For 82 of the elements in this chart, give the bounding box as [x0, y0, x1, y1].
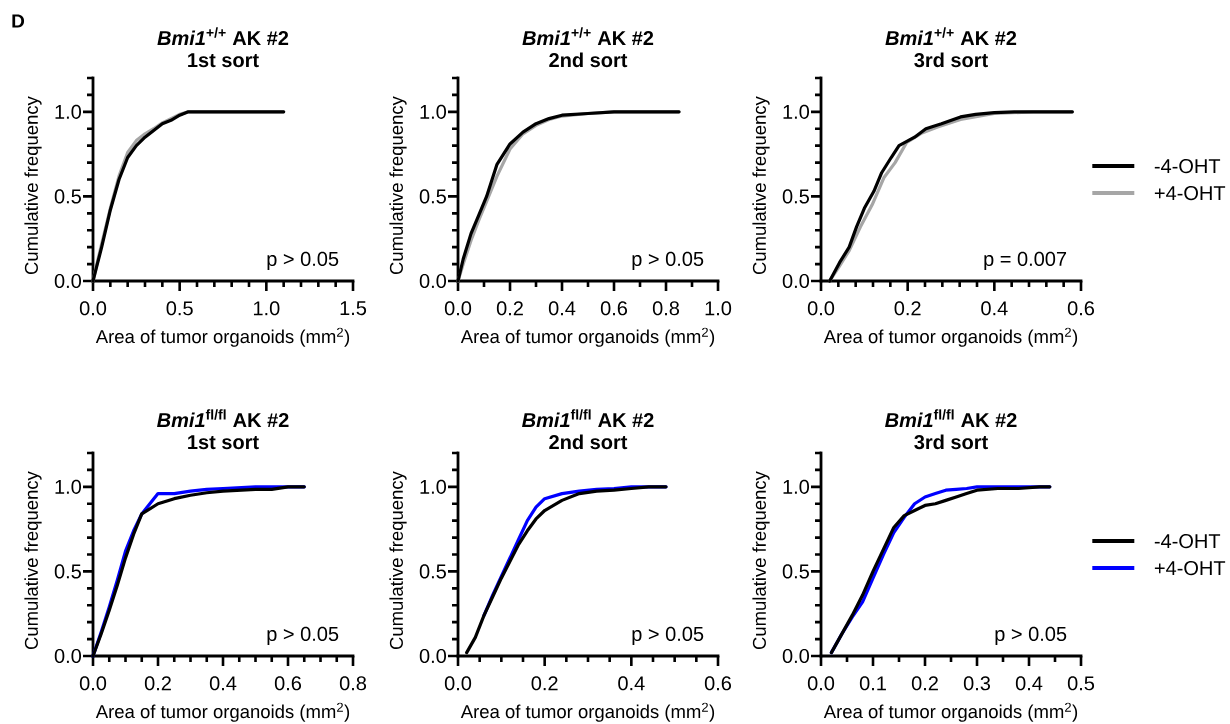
- y-tick-label: 0.5: [419, 189, 446, 204]
- y-tick-label: 1.0: [420, 479, 447, 494]
- x-tick-label: 0.0: [444, 676, 472, 691]
- chart-subtitle: 2nd sort: [549, 434, 628, 450]
- text: D: [12, 14, 25, 28]
- legend-label: +4-OHT: [1154, 561, 1226, 576]
- y-axis-title: Cumulative frequency: [752, 471, 770, 650]
- x-tick-label: 0.2: [531, 676, 558, 691]
- x-axis-title: Area of tumor organoids (mm$^{2}$): [823, 702, 1078, 722]
- x-tick-label: 0.4: [981, 301, 1008, 316]
- y-tick-label: 0.5: [782, 189, 809, 204]
- annotation: p > 0.05: [267, 626, 339, 645]
- x-tick-label: 0.1: [859, 676, 886, 691]
- y-axis-title: Cumulative frequency: [24, 471, 42, 650]
- x-tick-label: 0.0: [807, 676, 835, 691]
- x-tick-label: 0.2: [496, 301, 523, 316]
- x-tick-label: 0.2: [894, 301, 921, 316]
- annotation: p > 0.05: [632, 626, 704, 645]
- x-tick-label: 0.2: [911, 676, 938, 691]
- chart-title: Bmi1$^{+/+}$ AK #2: [522, 27, 654, 45]
- y-tick-label: 0.5: [54, 564, 81, 579]
- chart-subtitle: 3rd sort: [914, 52, 988, 68]
- chart-subtitle: 1st sort: [188, 435, 259, 450]
- y-axis-title: Cumulative frequency: [752, 96, 770, 275]
- x-tick-label: 0.4: [548, 301, 576, 316]
- x-tick-label: 0.6: [1067, 301, 1095, 316]
- annotation: p > 0.05: [632, 251, 704, 270]
- x-tick-label: 0.6: [274, 676, 302, 691]
- legend-label: -4-OHT: [1154, 159, 1221, 174]
- y-tick-label: 1.0: [783, 479, 810, 494]
- x-axis-title: Area of tumor organoids (mm$^{2}$): [460, 327, 715, 347]
- chart-title: Bmi1$^{fl/fl}$ AK #2: [522, 409, 654, 427]
- y-axis-title: Cumulative frequency: [389, 96, 407, 275]
- y-axis-title: Cumulative frequency: [24, 96, 42, 275]
- x-tick-label: 0.0: [79, 301, 107, 316]
- y-axis-title: Cumulative frequency: [389, 471, 407, 650]
- y-tick-label: 0.0: [54, 648, 82, 664]
- annotation: p > 0.05: [267, 251, 339, 270]
- x-tick-label: 1.5: [340, 301, 367, 316]
- y-tick-label: 0.0: [419, 273, 447, 289]
- annotation: p = 0.007: [984, 251, 1067, 270]
- y-tick-label: 0.0: [54, 273, 82, 289]
- chart-subtitle: 3rd sort: [914, 434, 988, 450]
- legend-label: +4-OHT: [1154, 186, 1226, 201]
- chart-subtitle: 2nd sort: [549, 52, 628, 68]
- x-tick-label: 1.0: [253, 301, 280, 316]
- y-tick-label: 0.5: [782, 564, 809, 579]
- y-tick-label: 1.0: [420, 104, 447, 119]
- x-tick-label: 0.6: [704, 676, 732, 691]
- x-tick-label: 0.4: [1015, 676, 1043, 691]
- y-tick-label: 1.0: [783, 104, 810, 119]
- x-tick-label: 0.8: [339, 676, 367, 691]
- x-axis-title: Area of tumor organoids (mm$^{2}$): [460, 702, 715, 722]
- annotation: p > 0.05: [995, 626, 1067, 645]
- x-tick-label: 1.0: [705, 301, 732, 316]
- x-tick-label: 0.5: [166, 301, 193, 316]
- chart-title: Bmi1$^{+/+}$ AK #2: [885, 27, 1017, 45]
- y-tick-label: 0.5: [419, 564, 446, 579]
- chart-title: Bmi1$^{+/+}$ AK #2: [157, 27, 289, 45]
- x-axis-title: Area of tumor organoids (mm$^{2}$): [95, 702, 350, 722]
- x-tick-label: 0.4: [618, 676, 645, 691]
- y-tick-label: 1.0: [55, 104, 82, 119]
- y-tick-label: 0.0: [782, 648, 810, 664]
- chart-subtitle: 1st sort: [188, 53, 259, 68]
- x-tick-label: 0.6: [600, 301, 628, 316]
- x-tick-label: 0.3: [963, 676, 991, 691]
- x-tick-label: 0.0: [444, 301, 472, 316]
- chart-title: Bmi1$^{fl/fl}$ AK #2: [157, 409, 289, 427]
- x-tick-label: 0.0: [79, 676, 107, 691]
- y-tick-label: 0.0: [782, 273, 810, 289]
- x-tick-label: 0.2: [144, 676, 171, 691]
- y-tick-label: 0.0: [419, 648, 447, 664]
- chart-title: Bmi1$^{fl/fl}$ AK #2: [885, 409, 1017, 427]
- x-axis-title: Area of tumor organoids (mm$^{2}$): [823, 327, 1078, 347]
- x-tick-label: 0.8: [652, 301, 680, 316]
- y-tick-label: 0.5: [54, 189, 81, 204]
- x-axis-title: Area of tumor organoids (mm$^{2}$): [95, 327, 350, 347]
- x-tick-label: 0.5: [1067, 676, 1095, 691]
- x-tick-label: 0.0: [807, 301, 835, 316]
- x-tick-label: 0.4: [209, 676, 237, 691]
- legend-label: -4-OHT: [1154, 534, 1221, 549]
- y-tick-label: 1.0: [55, 479, 82, 494]
